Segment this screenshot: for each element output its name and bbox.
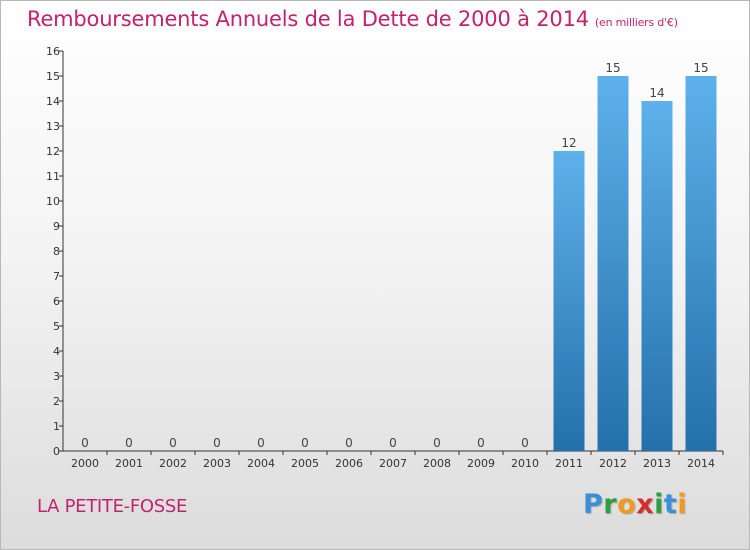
x-tick-label-2012: 2012	[599, 457, 627, 470]
y-tick-label: 2	[53, 395, 60, 408]
x-tick-label-2009: 2009	[467, 457, 495, 470]
data-label-2004: 0	[257, 436, 265, 450]
logo-letter: r	[603, 489, 618, 520]
x-tick-label-2004: 2004	[247, 457, 275, 470]
data-label-2005: 0	[301, 436, 309, 450]
data-label-2003: 0	[213, 436, 221, 450]
x-tick-label-2007: 2007	[379, 457, 407, 470]
y-tick-label: 6	[53, 295, 60, 308]
logo-letter: x	[636, 489, 655, 520]
y-tick-label: 9	[53, 220, 60, 233]
data-label-2011: 12	[561, 136, 576, 150]
bar-2014	[685, 76, 717, 451]
bar-2013	[641, 101, 673, 451]
proxiti-logo: Proxiti	[583, 489, 687, 520]
y-tick-label: 3	[53, 370, 60, 383]
y-tick-label: 13	[46, 120, 60, 133]
data-label-2000: 0	[81, 436, 89, 450]
y-tick-label: 5	[53, 320, 60, 333]
y-tick-label: 7	[53, 270, 60, 283]
y-tick-label: 0	[53, 445, 60, 458]
chart-title-text: Remboursements Annuels de la Dette de 20…	[27, 7, 589, 31]
bar-2012	[597, 76, 629, 451]
x-tick-label-2003: 2003	[203, 457, 231, 470]
x-tick-label-2002: 2002	[159, 457, 187, 470]
x-tick-label-2014: 2014	[687, 457, 715, 470]
logo-letter: t	[663, 489, 678, 520]
data-label-2006: 0	[345, 436, 353, 450]
x-tick-label-2001: 2001	[115, 457, 143, 470]
x-tick-label-2008: 2008	[423, 457, 451, 470]
x-axis: 2000 2001 2002 2003 2004 2005 2006 2007 2008 2009…	[63, 450, 724, 470]
y-tick-label: 4	[53, 345, 60, 358]
y-tick-label: 14	[46, 95, 60, 108]
logo-letter: o	[617, 489, 637, 520]
x-tick-label-2011: 2011	[555, 457, 583, 470]
data-label-2014: 15	[693, 61, 708, 75]
data-label-2010: 0	[521, 436, 529, 450]
x-tick-label-2013: 2013	[643, 457, 671, 470]
y-tick-label: 10	[46, 195, 60, 208]
x-tick-label-2010: 2010	[511, 457, 539, 470]
data-label-2001: 0	[125, 436, 133, 450]
x-tick-label-2000: 2000	[71, 457, 99, 470]
y-tick-label: 12	[46, 145, 60, 158]
data-labels: 0 0 0 0 0 0 0 0 0 0 0 12 15 14 15	[81, 61, 708, 450]
data-label-2007: 0	[389, 436, 397, 450]
data-label-2002: 0	[169, 436, 177, 450]
y-tick-label: 8	[53, 245, 60, 258]
y-tick-label: 11	[46, 170, 60, 183]
unit-note: (en milliers d'€)	[594, 16, 678, 29]
data-label-2013: 14	[649, 86, 664, 100]
place-name: LA PETITE-FOSSE	[37, 496, 188, 517]
logo-letter: i	[654, 489, 664, 520]
bar-2011	[553, 151, 585, 451]
data-label-2012: 15	[605, 61, 620, 75]
logo-letter: i	[677, 489, 688, 520]
y-tick-label: 15	[46, 70, 60, 83]
y-tick-label: 1	[53, 420, 60, 433]
data-label-2008: 0	[433, 436, 441, 450]
data-label-2009: 0	[477, 436, 485, 450]
x-tick-label-2005: 2005	[291, 457, 319, 470]
y-tick-label: 16	[46, 45, 60, 58]
chart-title: Remboursements Annuels de la Dette de 20…	[27, 7, 678, 31]
logo-letter: P	[583, 489, 604, 520]
bar-series	[553, 76, 717, 451]
x-tick-label-2006: 2006	[335, 457, 363, 470]
